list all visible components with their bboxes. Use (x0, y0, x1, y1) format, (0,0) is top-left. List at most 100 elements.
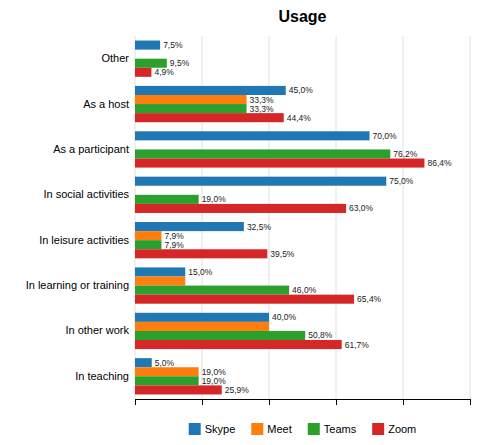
bar (135, 140, 136, 149)
y-tick-label: In social activities (43, 188, 129, 200)
bar (135, 240, 161, 249)
y-tick-label: In leisure activities (39, 234, 129, 246)
y-tick-label: In learning or training (26, 279, 129, 291)
y-tick: In teaching (75, 370, 129, 382)
x-axis (136, 399, 471, 405)
data-label: 39,5% (270, 249, 295, 259)
bar (135, 340, 342, 349)
x-tick (269, 399, 270, 405)
tick-mark (135, 399, 136, 405)
data-label: 25,9% (225, 385, 250, 395)
y-tick: As a host (83, 98, 129, 110)
data-label: 4,9% (154, 67, 174, 77)
chart: Usage In teaching In other work In learning… (0, 0, 500, 445)
y-tick-label: In other work (65, 324, 129, 336)
data-label: 44,4% (287, 113, 312, 123)
x-tick (336, 399, 337, 405)
bar (135, 104, 247, 113)
data-label: 7,9% (164, 240, 184, 250)
y-tick-label: Other (101, 52, 129, 64)
x-tick (470, 399, 471, 405)
y-tick: As a participant (53, 143, 129, 155)
bar (135, 276, 185, 285)
bar (135, 231, 161, 240)
legend-label: Zoom (388, 423, 416, 435)
bar (135, 313, 269, 322)
data-label: 45,0% (289, 85, 314, 95)
bar (135, 195, 199, 204)
data-label: 19,0% (202, 376, 227, 386)
bar (135, 331, 305, 340)
tick-mark (269, 399, 270, 405)
bar (135, 286, 289, 295)
tick-mark (336, 399, 337, 405)
bar (135, 113, 284, 122)
bar (135, 376, 199, 385)
legend-label: Skype (205, 423, 236, 435)
data-label: 61,7% (345, 340, 370, 350)
legend-swatch (308, 423, 320, 435)
bar (135, 186, 136, 195)
x-tick (202, 399, 203, 405)
legend-swatch (251, 423, 263, 435)
legend-swatch (189, 423, 201, 435)
grid-line (470, 36, 471, 399)
legend-swatch (372, 423, 384, 435)
bar (135, 385, 222, 394)
data-label: 46,0% (292, 285, 317, 295)
bar (135, 50, 136, 59)
data-label: 33,3% (250, 104, 275, 114)
data-label: 7,5% (163, 40, 183, 50)
bar (135, 68, 151, 77)
bar (135, 95, 247, 104)
data-label: 19,0% (202, 194, 227, 204)
data-label: 70,0% (373, 131, 398, 141)
axis-line (136, 400, 471, 406)
bar (135, 149, 390, 158)
bar (135, 367, 199, 376)
bar (135, 322, 269, 331)
tick-mark (470, 399, 471, 405)
legend-item: Zoom (372, 423, 416, 435)
bars (135, 41, 424, 395)
bar (135, 204, 346, 213)
data-label: 75,0% (389, 176, 414, 186)
data-label: 15,0% (188, 267, 213, 277)
y-tick: In social activities (43, 188, 129, 200)
data-label: 50,8% (308, 330, 333, 340)
data-label: 76,2% (393, 149, 418, 159)
x-tick (403, 399, 404, 405)
data-label: 63,0% (349, 203, 374, 213)
bar (135, 267, 185, 276)
y-tick-label: As a participant (53, 143, 129, 155)
x-tick (135, 399, 136, 405)
legend-item: Meet (251, 423, 291, 435)
y-tick: In leisure activities (39, 234, 129, 246)
bar (135, 358, 152, 367)
data-label: 65,4% (357, 294, 382, 304)
title: Usage (278, 8, 326, 25)
data-label: 40,0% (272, 312, 297, 322)
y-tick: In other work (65, 324, 129, 336)
legend-item: Teams (308, 423, 357, 435)
tick-mark (202, 399, 203, 405)
bar (135, 222, 244, 231)
bar (135, 249, 267, 258)
data-label: 5,0% (155, 358, 175, 368)
data-label: 86,4% (427, 158, 452, 168)
bar (135, 131, 370, 140)
data-labels: 5,0%40,0%15,0%32,5%75,0%70,0%45,0%7,5%19… (154, 40, 452, 395)
y-tick: Other (101, 52, 129, 64)
legend: Skype Meet Teams Zoom (189, 423, 417, 435)
tick-mark (403, 399, 404, 405)
y-axis: In teaching In other work In learning or t… (26, 52, 130, 382)
legend-label: Teams (324, 423, 357, 435)
y-tick-label: In teaching (75, 370, 129, 382)
y-tick: In learning or training (26, 279, 129, 291)
grid (135, 36, 470, 399)
bar (135, 295, 354, 304)
legend-item: Skype (189, 423, 236, 435)
bar (135, 41, 160, 50)
grid-line (403, 36, 404, 399)
plot: In teaching In other work In learning or t… (26, 36, 471, 405)
